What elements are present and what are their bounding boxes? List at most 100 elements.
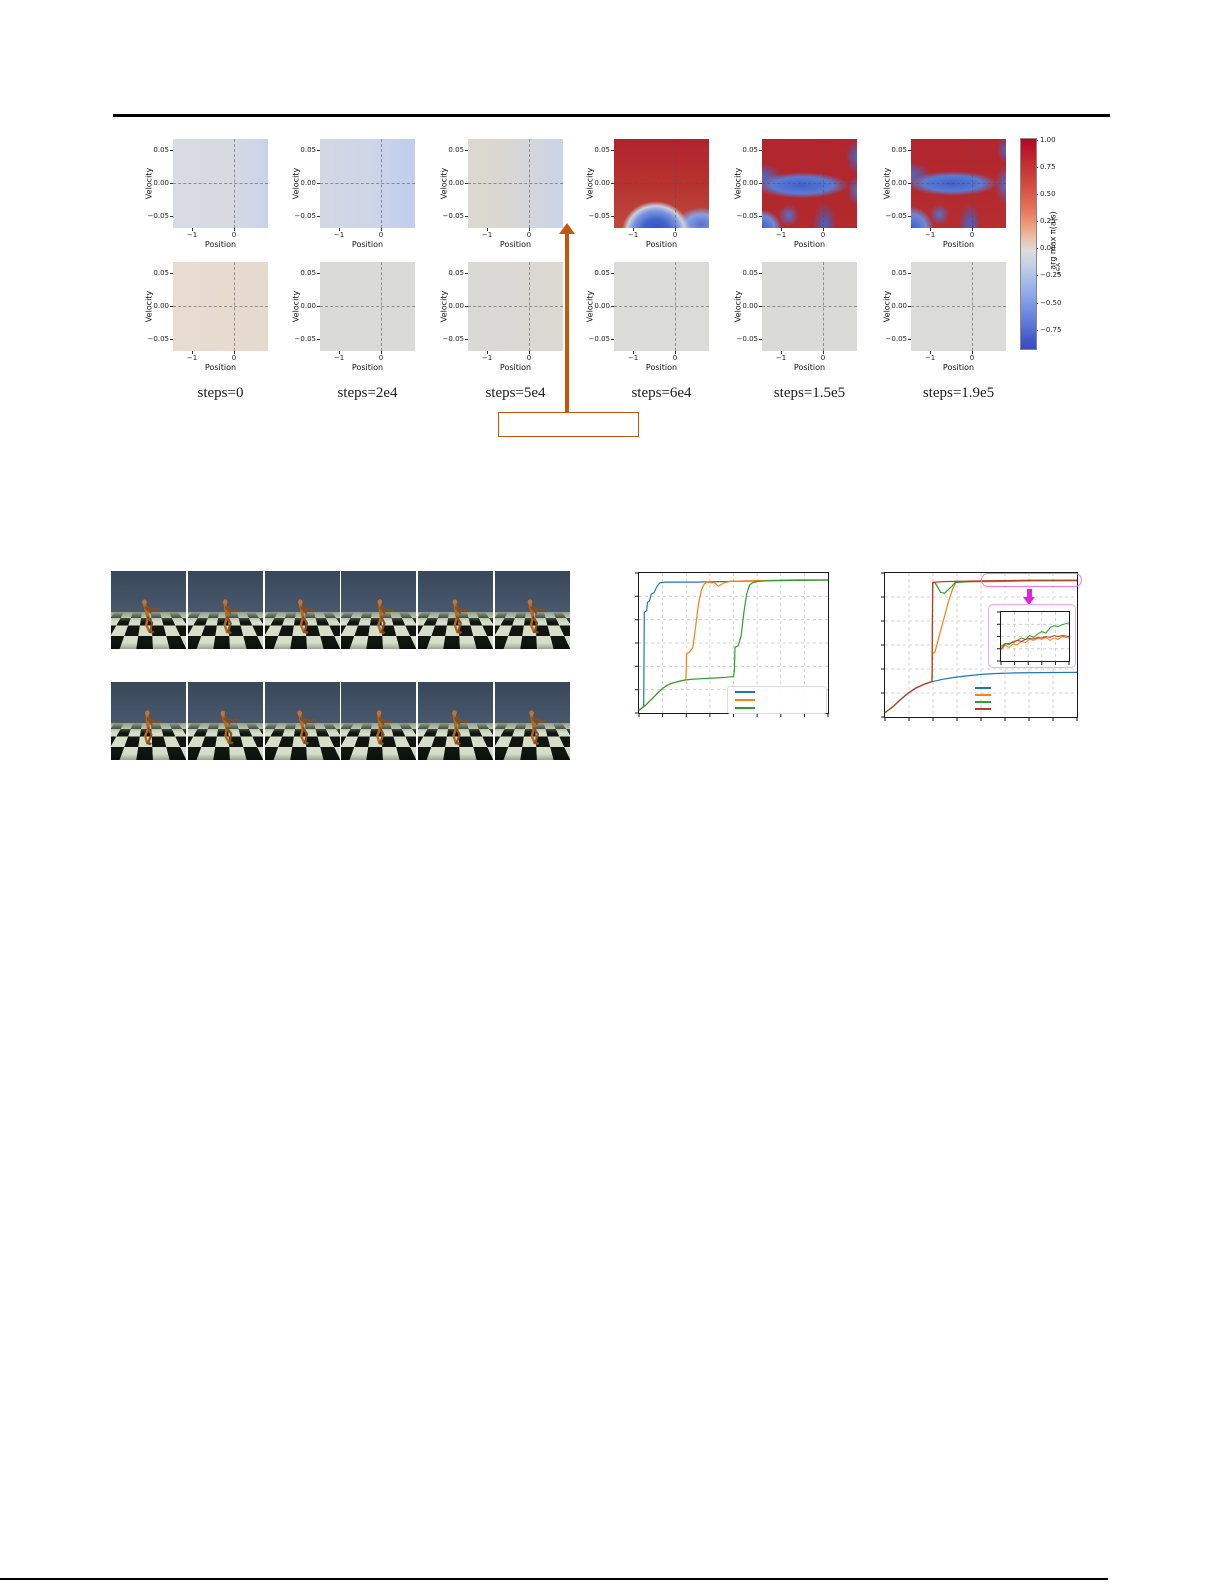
xaxis-label: Position (499, 240, 532, 249)
xtick-mark (633, 228, 634, 231)
rollout-frame (418, 682, 493, 760)
top-rule (113, 114, 1110, 117)
xtick-label: −1 (924, 231, 936, 239)
frame-bottom-shade (188, 754, 263, 760)
xtick-label: 0 (378, 354, 384, 362)
xtick-label: −1 (924, 354, 936, 362)
zero-velocity-line (911, 183, 1006, 184)
heatmap-panel-policy-top-steps0 (173, 139, 268, 228)
humanoid-figure (377, 599, 394, 635)
rollout-frame (111, 571, 186, 649)
ytick-label: 0.00 (891, 179, 907, 187)
humanoid-figure (452, 599, 470, 635)
xtick-mark (339, 228, 340, 231)
xtick-label: 0 (526, 231, 532, 239)
horizon-haze (341, 611, 416, 622)
zero-velocity-line (173, 183, 268, 184)
xtick-label: 0 (231, 354, 237, 362)
legend2-swatch-red (975, 708, 991, 710)
ytick-mark (611, 150, 614, 151)
xaxis-label: Position (793, 363, 826, 372)
ytick-label: 0.00 (300, 179, 316, 187)
humanoid-figure (452, 710, 469, 746)
ytick-label: −0.05 (442, 335, 464, 343)
ytick-mark (465, 339, 468, 340)
ytick-mark (317, 183, 320, 184)
ytick-label: −0.05 (736, 212, 758, 220)
ytick-label: −0.05 (885, 212, 907, 220)
ytick-mark (170, 216, 173, 217)
xtick-label: −1 (627, 231, 639, 239)
humanoid-figure (297, 599, 316, 634)
series-run-orange (1000, 635, 1070, 651)
ytick-mark (170, 339, 173, 340)
ytick-label: 0.05 (300, 269, 316, 277)
xtick-label: −1 (186, 354, 198, 362)
humanoid-figure (297, 710, 315, 745)
steps-label: steps=1.5e5 (773, 385, 846, 401)
xtick-label: 0 (820, 354, 826, 362)
xtick-label: 0 (672, 231, 678, 239)
heatmap-panel-policy-top-steps2e4 (320, 139, 415, 228)
humanoid-figure (220, 710, 239, 745)
humanoid-figure (376, 710, 394, 746)
heatmap-panel-qdiff-steps6e4 (614, 262, 709, 351)
xtick-mark (675, 351, 676, 354)
highlight-box (981, 573, 1082, 587)
callout-arrow-stem (565, 233, 569, 413)
ytick-mark (611, 216, 614, 217)
xaxis-label: Position (645, 240, 678, 249)
ytick-label: −0.05 (736, 335, 758, 343)
xtick-mark (234, 351, 235, 354)
ytick-mark (611, 339, 614, 340)
frame-bottom-shade (265, 643, 340, 649)
zero-position-line (972, 262, 973, 351)
xtick-mark (381, 351, 382, 354)
xtick-label: 0 (672, 354, 678, 362)
rollout-frame (495, 682, 570, 760)
ytick-mark (465, 183, 468, 184)
zero-velocity-line (320, 306, 415, 307)
frame-bottom-shade (418, 643, 493, 649)
zero-velocity-line (614, 183, 709, 184)
legend2-swatch-blue (975, 687, 991, 689)
heatmap-panel-qdiff-steps1.9e5 (911, 262, 1006, 351)
ytick-label: 0.05 (448, 269, 464, 277)
ytick-label: −0.05 (588, 335, 610, 343)
zero-velocity-line (911, 306, 1006, 307)
ytick-mark (908, 306, 911, 307)
ytick-label: −0.05 (294, 212, 316, 220)
zero-position-line (675, 139, 676, 228)
horizon-haze (341, 722, 416, 733)
ytick-mark (759, 183, 762, 184)
zero-position-line (529, 139, 530, 228)
ytick-mark (759, 150, 762, 151)
xtick-label: −1 (775, 354, 787, 362)
xtick-mark (972, 228, 973, 231)
yaxis-label: Velocity (291, 290, 301, 322)
yaxis-label: Velocity (733, 290, 743, 322)
ytick-label: −0.05 (294, 335, 316, 343)
ytick-mark (317, 216, 320, 217)
frame-bottom-shade (188, 643, 263, 649)
colorbar-tick-label: 0.75 (1040, 163, 1056, 172)
xtick-mark (234, 228, 235, 231)
ytick-mark (611, 183, 614, 184)
colorbar-tick-label: −0.75 (1040, 325, 1062, 334)
rollout-frame (111, 682, 186, 760)
xtick-label: 0 (378, 231, 384, 239)
ytick-label: 0.00 (891, 302, 907, 310)
xtick-label: −1 (627, 354, 639, 362)
ytick-label: −0.05 (885, 335, 907, 343)
steps-label: steps=1.9e5 (922, 385, 995, 401)
ytick-mark (170, 150, 173, 151)
xtick-mark (781, 351, 782, 354)
xtick-mark (529, 228, 530, 231)
ytick-mark (465, 150, 468, 151)
ytick-mark (759, 273, 762, 274)
ytick-label: −0.05 (147, 335, 169, 343)
ytick-mark (908, 150, 911, 151)
ytick-label: 0.00 (594, 302, 610, 310)
ytick-label: 0.05 (891, 146, 907, 154)
ytick-label: 0.00 (742, 179, 758, 187)
